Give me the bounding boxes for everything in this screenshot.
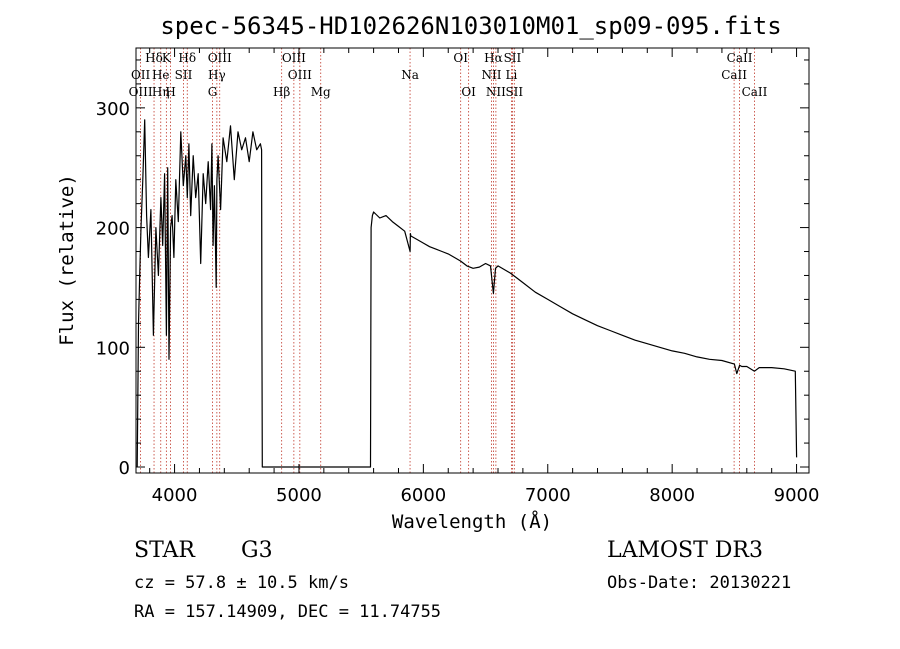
spectral-line-label: OIII bbox=[208, 51, 232, 65]
spectral-line-label: OIII bbox=[129, 85, 153, 99]
spectral-line-label: SII bbox=[505, 85, 523, 99]
x-tick-label: 5000 bbox=[276, 485, 322, 506]
y-axis: 0 100 200 300 bbox=[96, 59, 809, 479]
spectral-line-label: Hδ bbox=[178, 51, 196, 65]
spectral-line-label: NII bbox=[486, 85, 506, 99]
y-tick-label: 0 bbox=[119, 458, 130, 479]
y-axis-label: Flux (relative) bbox=[56, 174, 78, 346]
x-tick-label: 9000 bbox=[774, 485, 820, 506]
spectral-line-label: CaII bbox=[721, 68, 747, 82]
x-axis-label: Wavelength (Å) bbox=[392, 510, 552, 533]
spectral-line-label: SII bbox=[504, 51, 522, 65]
spectral-line-label: OII bbox=[131, 68, 151, 82]
object-subclass: G3 bbox=[241, 538, 273, 563]
spectral-line-label: OIII bbox=[288, 68, 312, 82]
ra-dec: RA = 157.14909, DEC = 11.74755 bbox=[134, 602, 442, 622]
spectral-line-label: CaII bbox=[742, 85, 768, 99]
spectral-line-label: Hη bbox=[152, 85, 170, 99]
spectral-line-label: Hγ bbox=[208, 68, 226, 82]
spectral-line-label: G bbox=[208, 85, 218, 99]
spectral-line-markers bbox=[140, 48, 755, 473]
spectral-line-label: Hβ bbox=[273, 85, 290, 99]
spectral-line-label: Hδ bbox=[145, 51, 163, 65]
spectral-line-label: Li bbox=[506, 68, 518, 82]
flux-series-line bbox=[136, 119, 798, 468]
spectral-line-label: OI bbox=[461, 85, 476, 99]
x-tick-label: 4000 bbox=[152, 485, 198, 506]
spectral-line-label: H bbox=[165, 85, 175, 99]
y-tick-label: 300 bbox=[96, 99, 130, 120]
x-axis: 4000 5000 6000 7000 8000 9000 bbox=[149, 48, 820, 506]
y-tick-label: 200 bbox=[96, 219, 130, 240]
redshift-cz: cz = 57.8 ± 10.5 km/s bbox=[134, 573, 349, 593]
survey-label: LAMOST DR3 bbox=[607, 538, 763, 563]
spectral-line-label: Mg bbox=[311, 85, 331, 99]
spectral-line-label: K bbox=[162, 51, 172, 65]
y-tick-label: 100 bbox=[96, 338, 130, 359]
spectral-line-label: OIII bbox=[282, 51, 306, 65]
chart-title: spec-56345-HD102626N103010M01_sp09-095.f… bbox=[160, 12, 781, 40]
spectral-line-label: Na bbox=[401, 68, 419, 82]
x-tick-label: 8000 bbox=[649, 485, 695, 506]
spectral-line-label: CaII bbox=[727, 51, 753, 65]
spectral-line-label: SII bbox=[175, 68, 193, 82]
object-class: STAR bbox=[134, 538, 195, 563]
spectral-line-label: NII bbox=[482, 68, 502, 82]
spectral-line-label: OI bbox=[453, 51, 468, 65]
plot-frame bbox=[135, 47, 810, 474]
spectral-line-label: Hα bbox=[484, 51, 503, 65]
x-tick-label: 6000 bbox=[400, 485, 446, 506]
x-tick-label: 7000 bbox=[525, 485, 571, 506]
obs-date: Obs-Date: 20130221 bbox=[607, 573, 792, 593]
spectral-line-label: He bbox=[152, 68, 170, 82]
